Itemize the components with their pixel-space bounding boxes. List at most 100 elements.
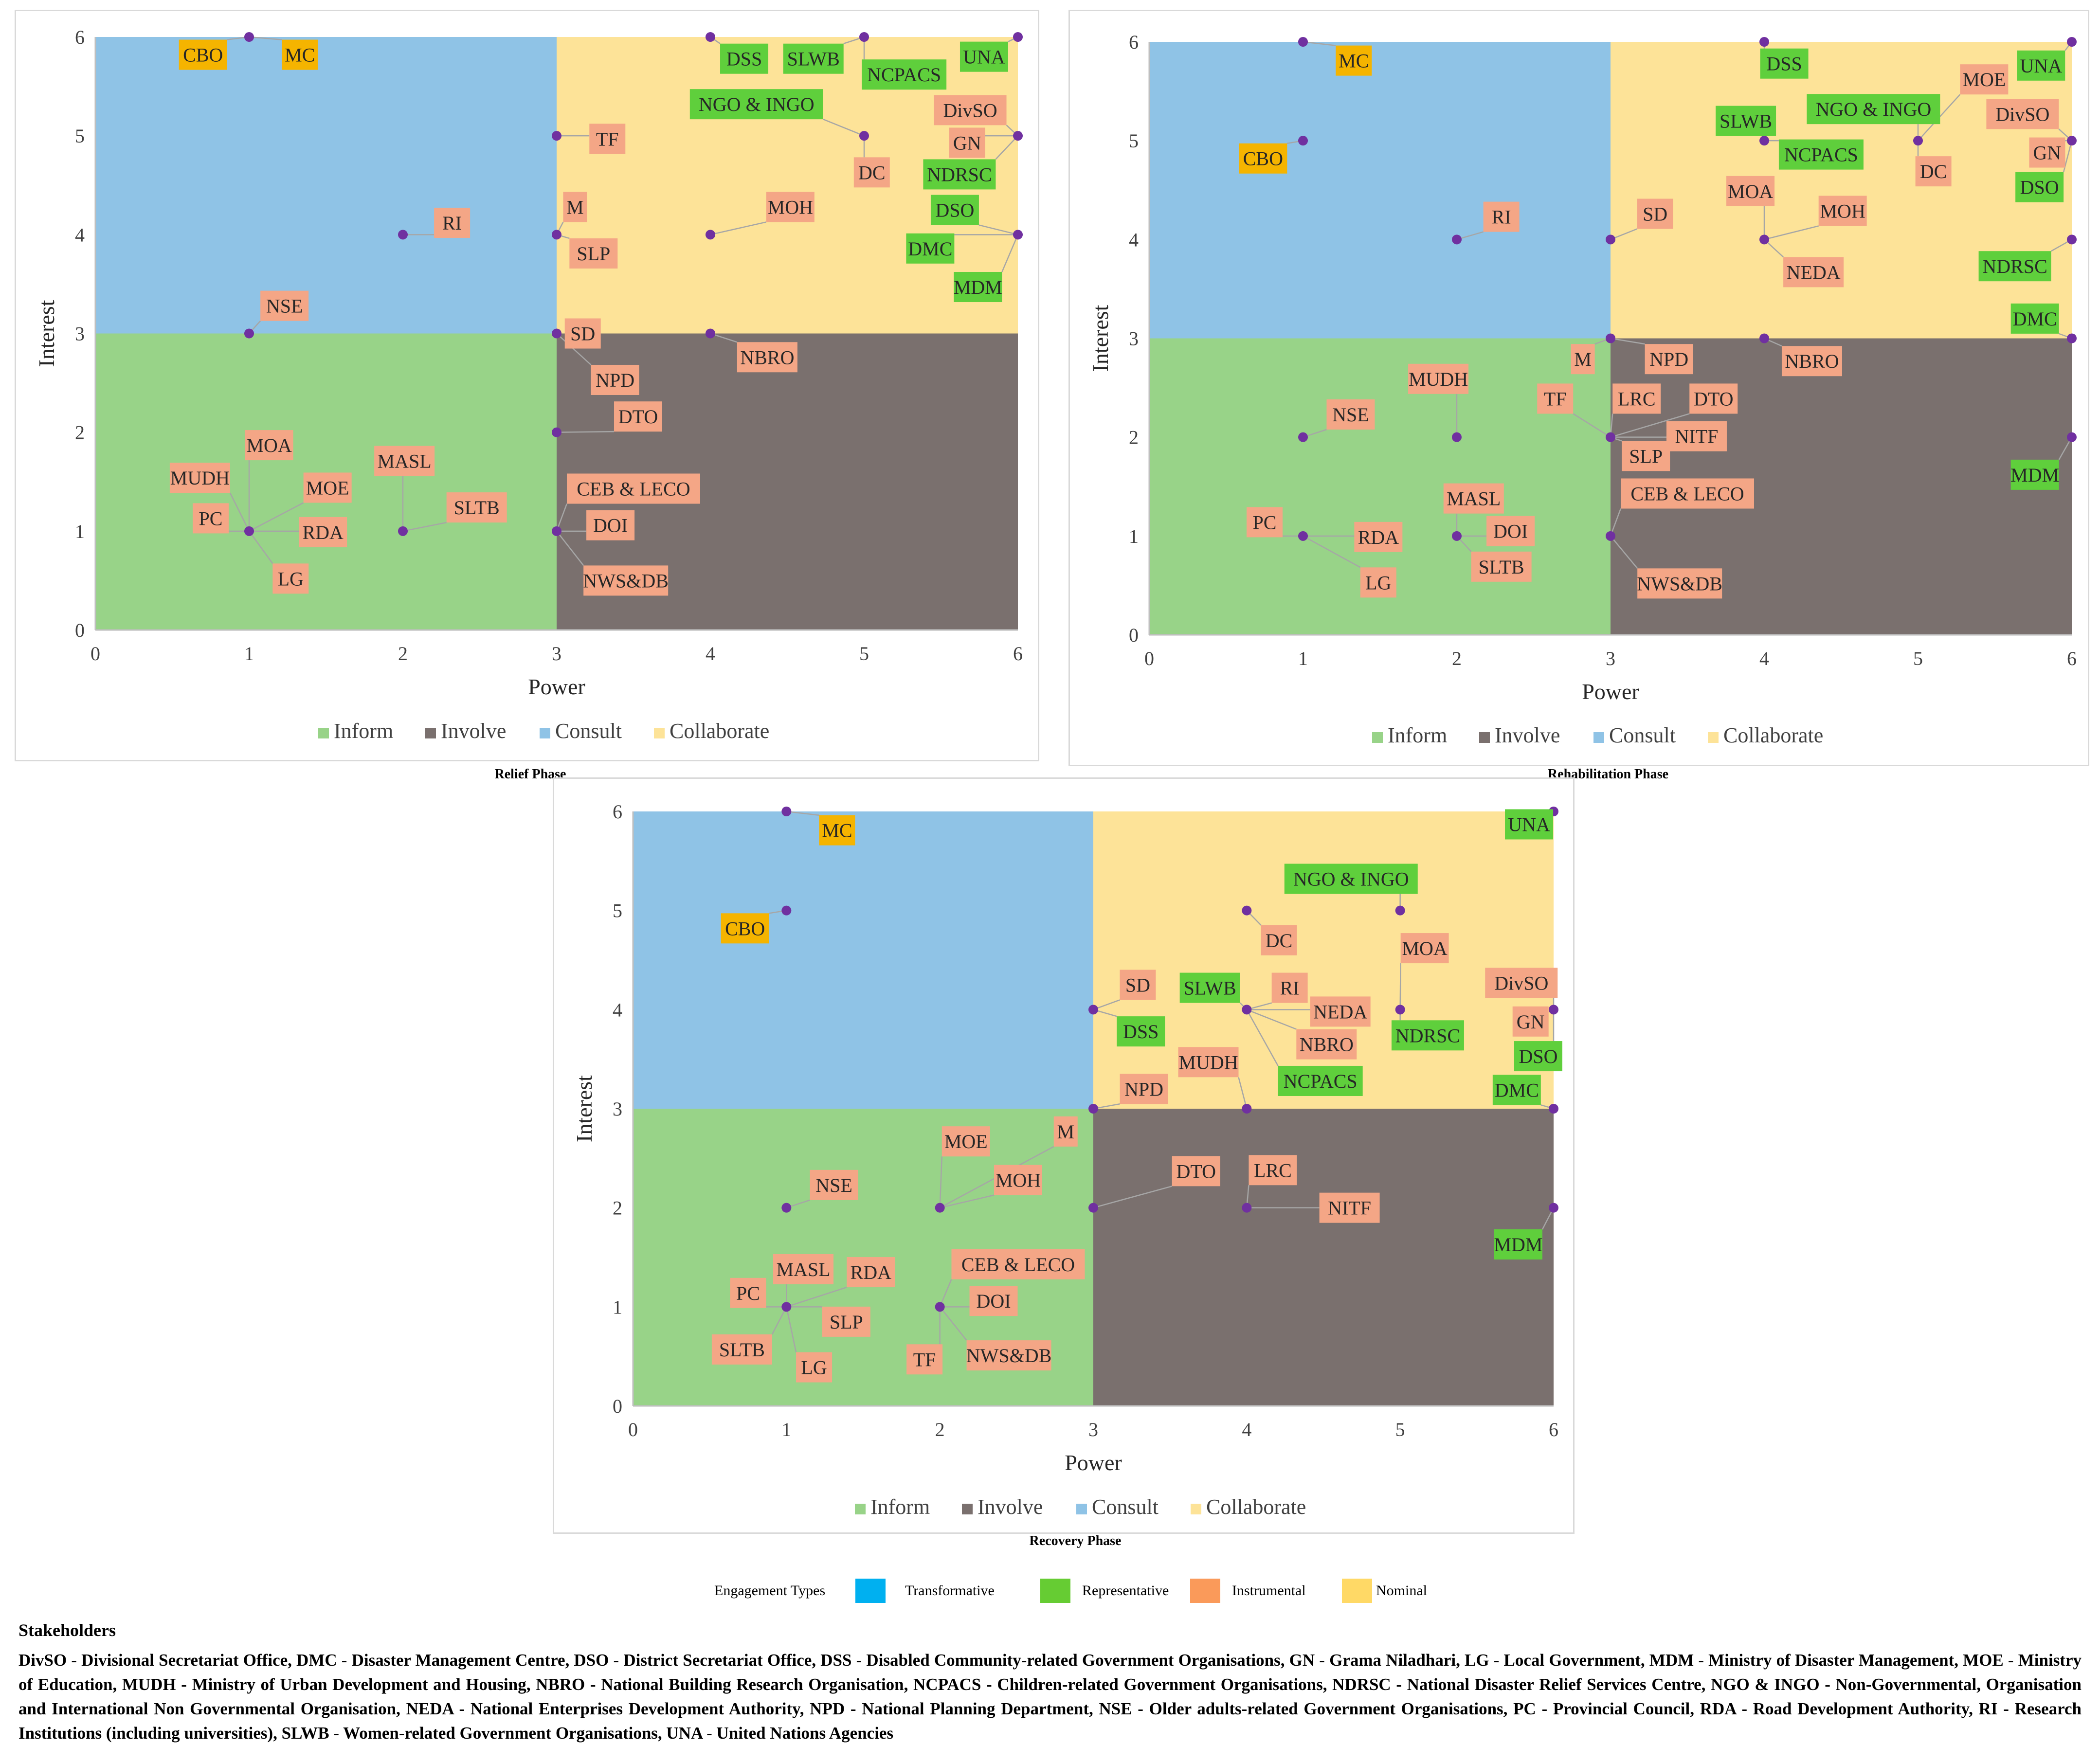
instrumental-swatch <box>1190 1579 1220 1603</box>
label-box-pc <box>193 503 229 534</box>
data-label: MC <box>822 820 852 842</box>
legend-swatch-consult <box>1593 732 1604 743</box>
legend-label-collaborate: Collaborate <box>670 719 769 743</box>
y-tick-label: 2 <box>75 422 85 444</box>
data-label: RI <box>1280 977 1300 999</box>
label-box-divso <box>1485 968 1558 998</box>
data-point <box>552 526 561 536</box>
label-box-rda <box>299 517 347 547</box>
data-label: NWS&DB <box>966 1345 1052 1367</box>
x-tick-label: 0 <box>628 1419 638 1440</box>
data-point <box>2067 37 2077 47</box>
relief-chart-panel: 0 1 2 3 4 5 6 0 1 2 3 4 5 6 Power Interest CBO MC DSS SLWB N… <box>15 10 1039 761</box>
data-point <box>1013 32 1023 42</box>
data-point <box>552 230 561 240</box>
data-label: RDA <box>302 522 344 543</box>
label-box-cbo <box>721 913 769 944</box>
data-label: PC <box>1253 511 1277 533</box>
leader-line <box>556 531 584 566</box>
label-box-slp <box>822 1306 870 1337</box>
data-points <box>1298 37 2077 541</box>
label-box-mudh <box>1178 1047 1239 1078</box>
legend-label-collaborate: Collaborate <box>1723 723 1823 747</box>
data-label: MC <box>1339 50 1369 72</box>
data-label: NCPACS <box>1784 144 1858 166</box>
engagement-type-transformative: Transformative <box>855 1576 995 1605</box>
label-box-sd <box>564 318 601 349</box>
y-tick-label: 3 <box>1129 328 1139 350</box>
data-point <box>2067 136 2077 146</box>
data-label: NDRSC <box>1395 1025 1460 1046</box>
data-label: SLTB <box>454 497 500 519</box>
data-point <box>1088 1005 1098 1015</box>
data-point <box>1759 333 1769 343</box>
data-label: DTO <box>618 406 658 428</box>
x-tick-label: 1 <box>244 643 254 665</box>
label-box-lrc <box>1249 1155 1297 1186</box>
label-box-mdm <box>2010 459 2059 490</box>
data-label: MASL <box>1447 488 1501 510</box>
data-label: DTO <box>1177 1160 1216 1182</box>
data-point <box>1242 905 1252 916</box>
x-tick-label: 0 <box>91 643 100 665</box>
data-point <box>1298 136 1308 146</box>
x-tick-label: 4 <box>706 643 715 665</box>
label-box-nitf <box>1666 421 1727 451</box>
data-point <box>1298 432 1308 442</box>
y-tick-label: 3 <box>613 1098 622 1120</box>
leader-line <box>1610 508 1622 537</box>
leader-line <box>249 36 282 40</box>
label-box-ndrsc <box>1978 251 2051 282</box>
data-label: NITF <box>1328 1197 1371 1219</box>
data-point <box>1395 905 1405 916</box>
label-box-doi <box>969 1286 1018 1316</box>
data-label: DC <box>1266 930 1293 952</box>
data-label: SLP <box>1629 445 1663 467</box>
leader-line <box>1764 225 1819 240</box>
engagement-type-representative: Representative <box>1040 1576 1169 1605</box>
label-box-ri <box>1271 972 1308 1003</box>
data-label: DOI <box>593 515 628 537</box>
legend-swatch-consult <box>1076 1504 1087 1514</box>
data-label: DSS <box>1766 53 1802 75</box>
data-label: CEB & LECO <box>961 1254 1075 1276</box>
label-box-moa <box>245 430 293 461</box>
data-label: MUDH <box>1409 368 1468 390</box>
leader-line <box>1238 1077 1248 1109</box>
label-box-nws-db <box>583 565 669 596</box>
data-label: M <box>566 196 584 218</box>
label-box-nbro <box>1781 346 1842 377</box>
legend-swatch-involve <box>962 1504 973 1514</box>
data-label: NBRO <box>1300 1034 1354 1056</box>
label-box-dso <box>1514 1041 1562 1072</box>
data-label: NGO & INGO <box>1293 868 1409 890</box>
y-tick-label: 0 <box>75 619 85 641</box>
label-box-mc <box>819 815 855 846</box>
leader-line <box>248 531 273 564</box>
label-box-ndrsc <box>923 159 996 190</box>
label-box-dso <box>930 195 979 225</box>
data-point <box>935 1302 945 1312</box>
y-axis-title: Interest <box>572 1075 597 1142</box>
label-box-npd <box>1645 344 1693 375</box>
quadrant-involve <box>1093 1109 1554 1406</box>
label-box-tf <box>906 1344 943 1375</box>
data-label: UNA <box>963 46 1005 68</box>
y-tick-label: 6 <box>1129 31 1139 53</box>
data-labels: CBO MC DSS SLWB NCPACS UNA TF NGO & INGO DC DivSO… <box>169 39 1008 596</box>
data-label: DSS <box>1123 1021 1159 1043</box>
data-point <box>1395 1005 1405 1015</box>
leader-line <box>1001 234 1019 272</box>
legend-swatch-inform <box>318 728 329 738</box>
label-box-ceb-leco <box>1621 478 1754 509</box>
y-tick-label: 2 <box>1129 427 1139 449</box>
label-box-npd <box>1120 1074 1168 1104</box>
legend-label-inform: Inform <box>870 1495 930 1519</box>
data-point <box>781 905 792 916</box>
label-box-moa <box>1400 933 1449 964</box>
stakeholders-glossary: DivSO - Divisional Secretariat Office, D… <box>18 1651 2082 1743</box>
nominal-label: Nominal <box>1376 1583 1427 1599</box>
label-box-dso <box>2015 172 2064 202</box>
leader-line <box>786 1307 797 1352</box>
data-label: SLWB <box>1720 110 1772 132</box>
